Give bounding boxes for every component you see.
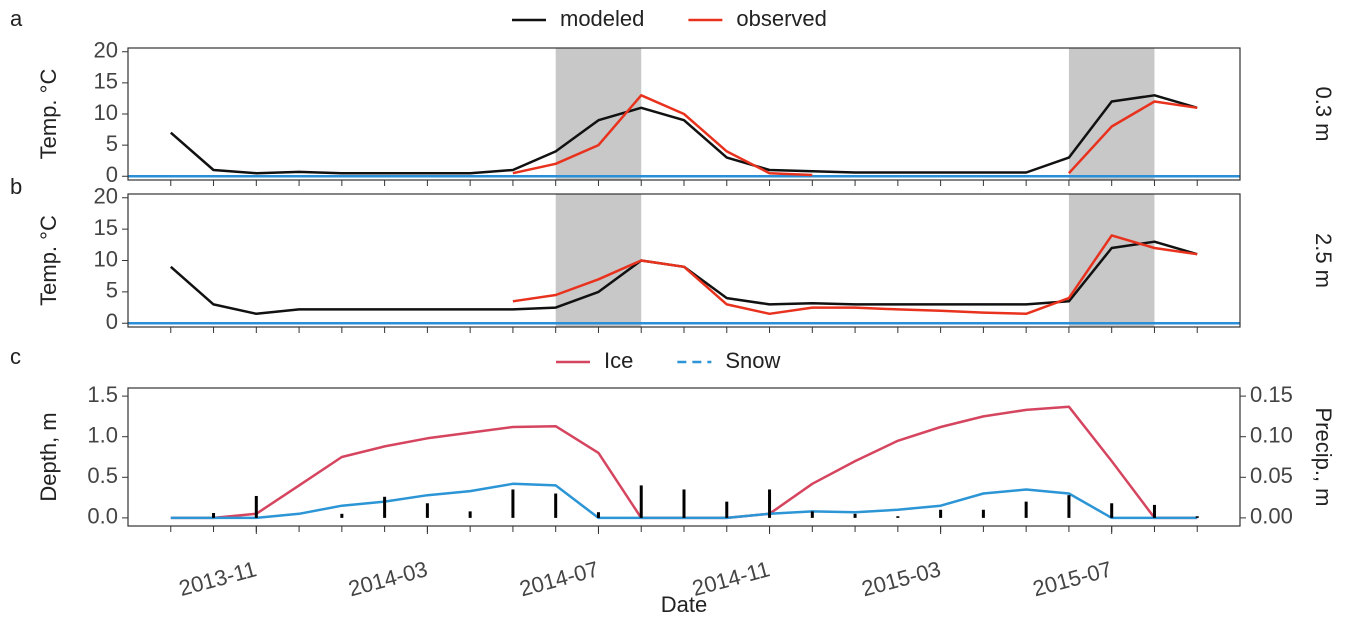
series-line (169, 94, 1198, 175)
panel-letter: a (10, 6, 23, 31)
shaded-period (555, 194, 642, 327)
x-tick-label: 2014-03 (346, 556, 430, 601)
y-tick-label: 0.0 (87, 504, 118, 529)
x-tick-label: 2015-03 (859, 556, 943, 601)
y-tick-label: 20 (94, 184, 118, 209)
precip-bar (1195, 516, 1199, 518)
precip-bar (1067, 495, 1071, 518)
x-tick-label: 2013-11 (176, 556, 259, 601)
precip-bar (554, 493, 558, 518)
y-tick-label: 20 (94, 38, 118, 63)
series-line (170, 482, 1198, 520)
series-line (512, 234, 1198, 316)
y-tick-label: 15 (94, 69, 118, 94)
strip-label: 2.5 m (1311, 233, 1336, 288)
precip-bar (682, 489, 686, 518)
y-tick-label: 10 (94, 246, 118, 271)
precip-bar (468, 511, 472, 518)
y-axis-label: Depth, m (36, 412, 61, 501)
y-tick-label: 0.5 (87, 463, 118, 488)
precip-bar (383, 496, 387, 518)
series-line (169, 240, 1198, 316)
precip-bar (939, 509, 943, 518)
y-tick-label: 15 (94, 215, 118, 240)
precip-bar (639, 485, 643, 518)
precip-bar (511, 489, 515, 518)
precip-bar (596, 512, 600, 518)
precip-bar (768, 489, 772, 518)
precip-bar (981, 509, 985, 518)
legend-label: Ice (604, 348, 633, 373)
y-tick-label: 0 (106, 309, 118, 334)
y2-axis-label: Precip., m (1311, 407, 1336, 506)
x-axis-label: Date (661, 592, 707, 617)
y-tick-label: 5 (106, 131, 118, 156)
y2-tick-label: 0.15 (1250, 382, 1293, 407)
y-axis-label: Temp. °C (36, 215, 61, 306)
precip-bar (853, 513, 857, 518)
precip-bar (1110, 503, 1114, 518)
precip-bar (1024, 501, 1028, 518)
legend-label: modeled (560, 6, 644, 31)
y-axis-label: Temp. °C (36, 69, 61, 160)
shaded-period (1068, 194, 1155, 327)
y2-tick-label: 0.00 (1250, 504, 1293, 529)
series-line (512, 94, 1198, 177)
precip-bar (725, 501, 729, 518)
x-tick-label: 2015-07 (1030, 556, 1114, 601)
strip-label: 0.3 m (1311, 86, 1336, 141)
precip-bar (212, 513, 216, 518)
precip-bar (254, 495, 258, 518)
y-tick-label: 0 (106, 162, 118, 187)
legend-label: Snow (725, 348, 780, 373)
x-tick-label: 2014-07 (517, 556, 601, 601)
shaded-period (555, 48, 642, 180)
precip-bar (340, 513, 344, 518)
y-tick-label: 1.5 (87, 382, 118, 407)
y-tick-label: 1.0 (87, 423, 118, 448)
y-tick-label: 5 (106, 278, 118, 303)
y-tick-label: 10 (94, 100, 118, 125)
precip-bar (1152, 504, 1156, 518)
y2-tick-label: 0.05 (1250, 463, 1293, 488)
panel-letter: b (10, 174, 22, 199)
legend-label: observed (736, 6, 827, 31)
precip-bar (896, 516, 900, 518)
precip-bar (810, 511, 814, 518)
y2-tick-label: 0.10 (1250, 423, 1293, 448)
precip-bar (425, 503, 429, 518)
panel-letter: c (10, 344, 21, 369)
